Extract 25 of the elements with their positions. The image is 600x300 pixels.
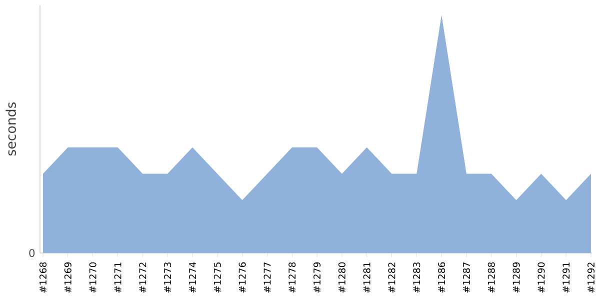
x-tick-label: #1272 xyxy=(139,262,146,293)
x-tick-label: #1274 xyxy=(189,262,196,293)
x-tick-label: #1280 xyxy=(338,262,346,293)
x-tick-label: #1273 xyxy=(164,262,172,293)
text: 0 xyxy=(29,248,35,258)
x-tick-label: #1277 xyxy=(264,262,271,293)
x-tick-label: #1276 xyxy=(238,262,246,293)
x-tick-label: #1281 xyxy=(363,262,370,293)
x-tick-label: #1283 xyxy=(413,262,420,293)
x-tick-label: #1270 xyxy=(89,262,96,293)
x-tick-label: #1269 xyxy=(64,262,72,293)
x-tick-label: #1286 xyxy=(438,262,446,293)
x-tick-label: #1282 xyxy=(388,262,396,293)
x-tick-label: #1275 xyxy=(214,262,221,293)
y-axis-title: seconds xyxy=(6,102,16,156)
x-tick-label: #1291 xyxy=(562,262,570,293)
x-tick-label: #1279 xyxy=(313,262,321,293)
x-tick-label: #1290 xyxy=(538,262,545,293)
x-tick-label: #1289 xyxy=(512,262,520,293)
x-tick-label: #1288 xyxy=(488,262,495,293)
x-tick-label: #1268 xyxy=(39,262,47,293)
x-tick-label: #1271 xyxy=(114,262,122,293)
x-tick-label: #1287 xyxy=(462,262,470,293)
x-tick-label: #1278 xyxy=(288,262,296,293)
x-tick-label: #1292 xyxy=(587,262,595,293)
